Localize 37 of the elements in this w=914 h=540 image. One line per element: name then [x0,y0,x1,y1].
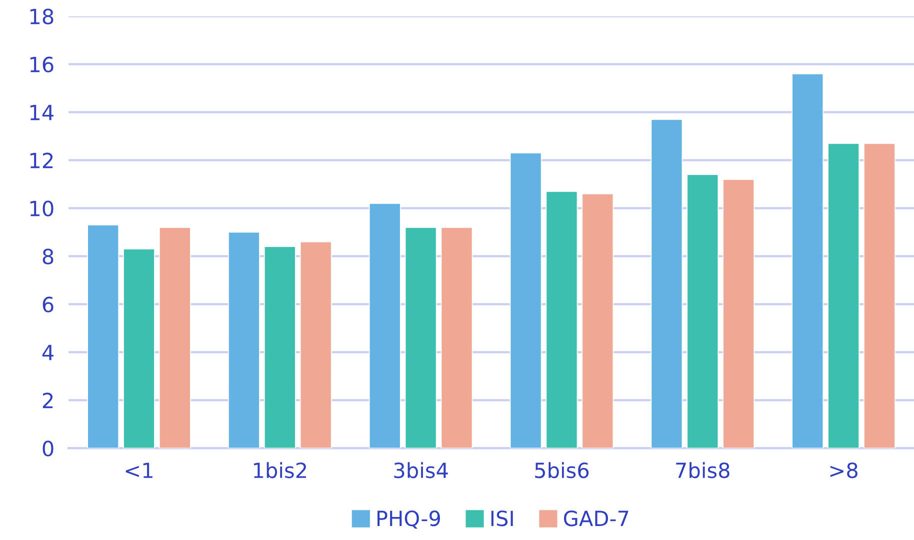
x-tick-label: 7bis8 [676,462,730,478]
bar [722,178,754,448]
x-tick-label: >8 [830,462,858,478]
y-tick-label: 12 [30,152,53,168]
bar [546,190,578,448]
y-tick-label: 0 [42,440,54,456]
bar [650,118,683,448]
bar [582,193,614,448]
y-tick-label: 16 [30,56,54,72]
x-tick-label: 1bis2 [254,462,306,478]
bar [440,226,473,448]
bar [510,152,542,448]
bar [123,248,155,448]
y-tick-label: 2 [42,392,53,408]
x-tick-label: 3bis4 [394,462,448,478]
y-tick-label: 14 [30,104,54,120]
y-tick-label: 4 [42,344,54,360]
y-tick-label: 18 [30,8,54,24]
bar [368,202,401,448]
legend-label: PHQ-9 [378,510,440,529]
bar [159,226,191,448]
legend-label: GAD-7 [564,510,628,526]
bar [404,226,437,448]
bar [864,142,896,448]
bar [300,241,332,448]
bar [828,142,860,448]
x-tick-label: <1 [126,462,152,478]
bar [228,232,260,448]
legend-label: ISI [491,510,513,526]
y-tick-label: 8 [42,248,54,264]
bar [264,246,296,448]
bar [686,174,719,448]
bar [792,73,824,448]
bar [87,224,119,448]
y-tick-label: 6 [42,296,54,312]
x-tick-label: 5bis6 [535,462,589,478]
y-tick-label: 10 [30,200,54,216]
